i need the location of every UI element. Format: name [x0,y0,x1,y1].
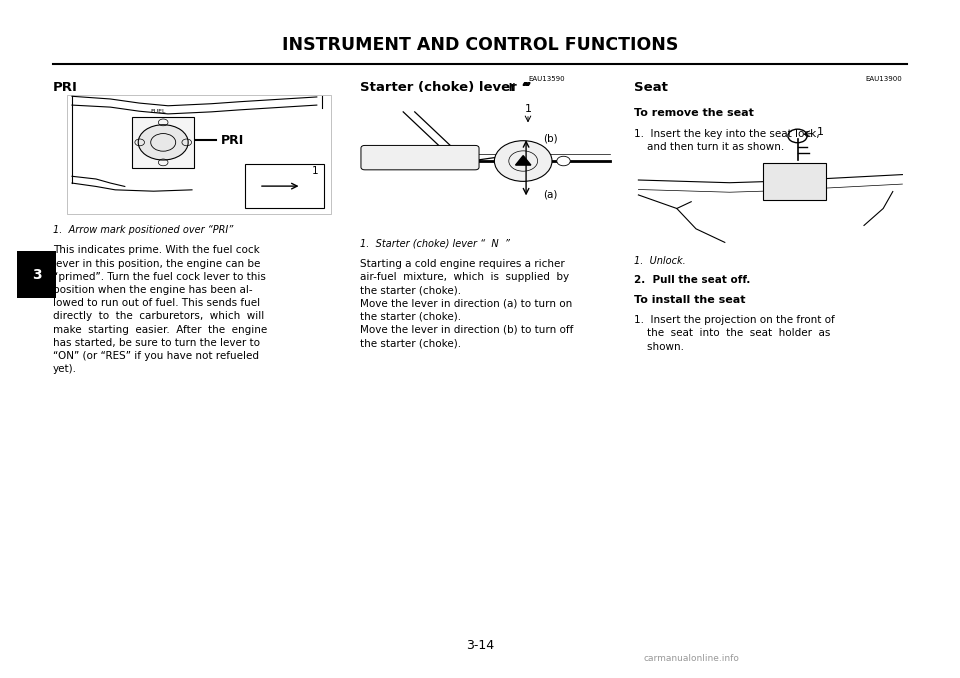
Circle shape [557,157,570,165]
Text: 2.  Pull the seat off.: 2. Pull the seat off. [634,275,750,285]
Polygon shape [516,156,531,165]
Text: To install the seat: To install the seat [634,295,745,305]
Text: 1: 1 [312,166,319,176]
Text: EAU13900: EAU13900 [866,76,902,82]
Text: (b): (b) [543,134,558,144]
Text: 1: 1 [524,104,532,114]
Text: 1: 1 [817,127,824,137]
Bar [67,95,331,214]
Text: 1.  Arrow mark positioned over “PRI”: 1. Arrow mark positioned over “PRI” [53,225,233,235]
Text: 3: 3 [32,268,41,281]
Bar [17,251,56,298]
Text: (a): (a) [543,190,558,200]
Text: Starter (choke) lever “: Starter (choke) lever “ [360,81,530,94]
Text: 1.  Insert the key into the seat lock,
    and then turn it as shown.: 1. Insert the key into the seat lock, an… [634,129,819,152]
Text: ”: ” [523,81,532,94]
Bar [763,163,826,201]
Text: PRI: PRI [221,134,244,147]
Text: Seat: Seat [634,81,667,94]
Text: N: N [509,83,516,93]
Text: This indicates prime. With the fuel cock
lever in this position, the engine can : This indicates prime. With the fuel cock… [53,245,267,374]
Text: 1.  Starter (choke) lever “  N  ”: 1. Starter (choke) lever “ N ” [360,239,510,249]
Text: 1.  Unlock.: 1. Unlock. [634,256,685,266]
Text: EAU13590: EAU13590 [528,76,564,82]
Circle shape [494,140,552,181]
Bar [132,117,194,167]
Text: PRI: PRI [53,81,78,94]
Text: INSTRUMENT AND CONTROL FUNCTIONS: INSTRUMENT AND CONTROL FUNCTIONS [282,36,678,54]
Text: 1.  Insert the projection on the front of
    the  seat  into  the  seat  holder: 1. Insert the projection on the front of… [634,315,834,352]
Text: 3-14: 3-14 [466,639,494,652]
Bar [245,164,324,208]
Text: To remove the seat: To remove the seat [634,108,754,119]
Text: Starting a cold engine requires a richer
air-fuel  mixture,  which  is  supplied: Starting a cold engine requires a richer… [360,259,573,348]
Text: FUEL: FUEL [151,108,166,113]
Text: carmanualonline.info: carmanualonline.info [643,654,739,663]
Circle shape [138,125,188,160]
FancyBboxPatch shape [361,145,479,170]
